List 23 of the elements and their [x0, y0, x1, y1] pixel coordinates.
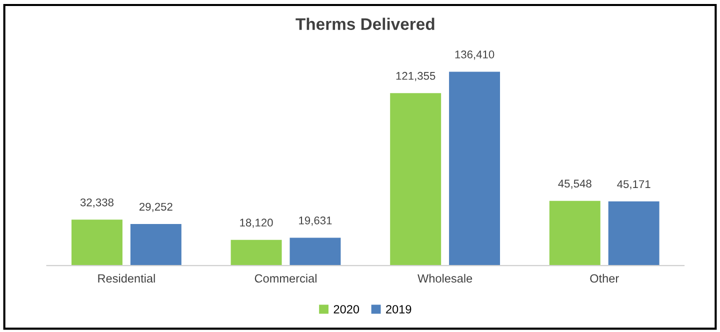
- bar: [230, 240, 282, 266]
- bar: [449, 72, 500, 266]
- bar: [71, 220, 122, 266]
- x-tick-label: Wholesale: [418, 274, 472, 283]
- legend-label: 2019: [386, 305, 412, 314]
- chart-title: Therms Delivered: [296, 18, 434, 30]
- legend-label: 2020: [334, 305, 360, 314]
- bar: [130, 224, 182, 266]
- bar: [549, 200, 600, 266]
- bar: [290, 238, 341, 266]
- data-label: 45,548: [558, 180, 592, 189]
- bar: [390, 93, 442, 266]
- data-label: 19,631: [299, 216, 332, 226]
- data-label: 45,171: [617, 180, 650, 190]
- bar: [608, 201, 660, 266]
- data-label: 29,252: [139, 202, 172, 212]
- data-label: 136,410: [455, 50, 494, 60]
- x-tick-label: Other: [590, 274, 619, 283]
- data-label: 121,355: [396, 72, 436, 82]
- data-label: 18,120: [240, 218, 273, 228]
- x-tick-label: Residential: [98, 274, 155, 283]
- data-label: 32,338: [80, 198, 114, 208]
- x-tick-label: Commercial: [254, 274, 316, 283]
